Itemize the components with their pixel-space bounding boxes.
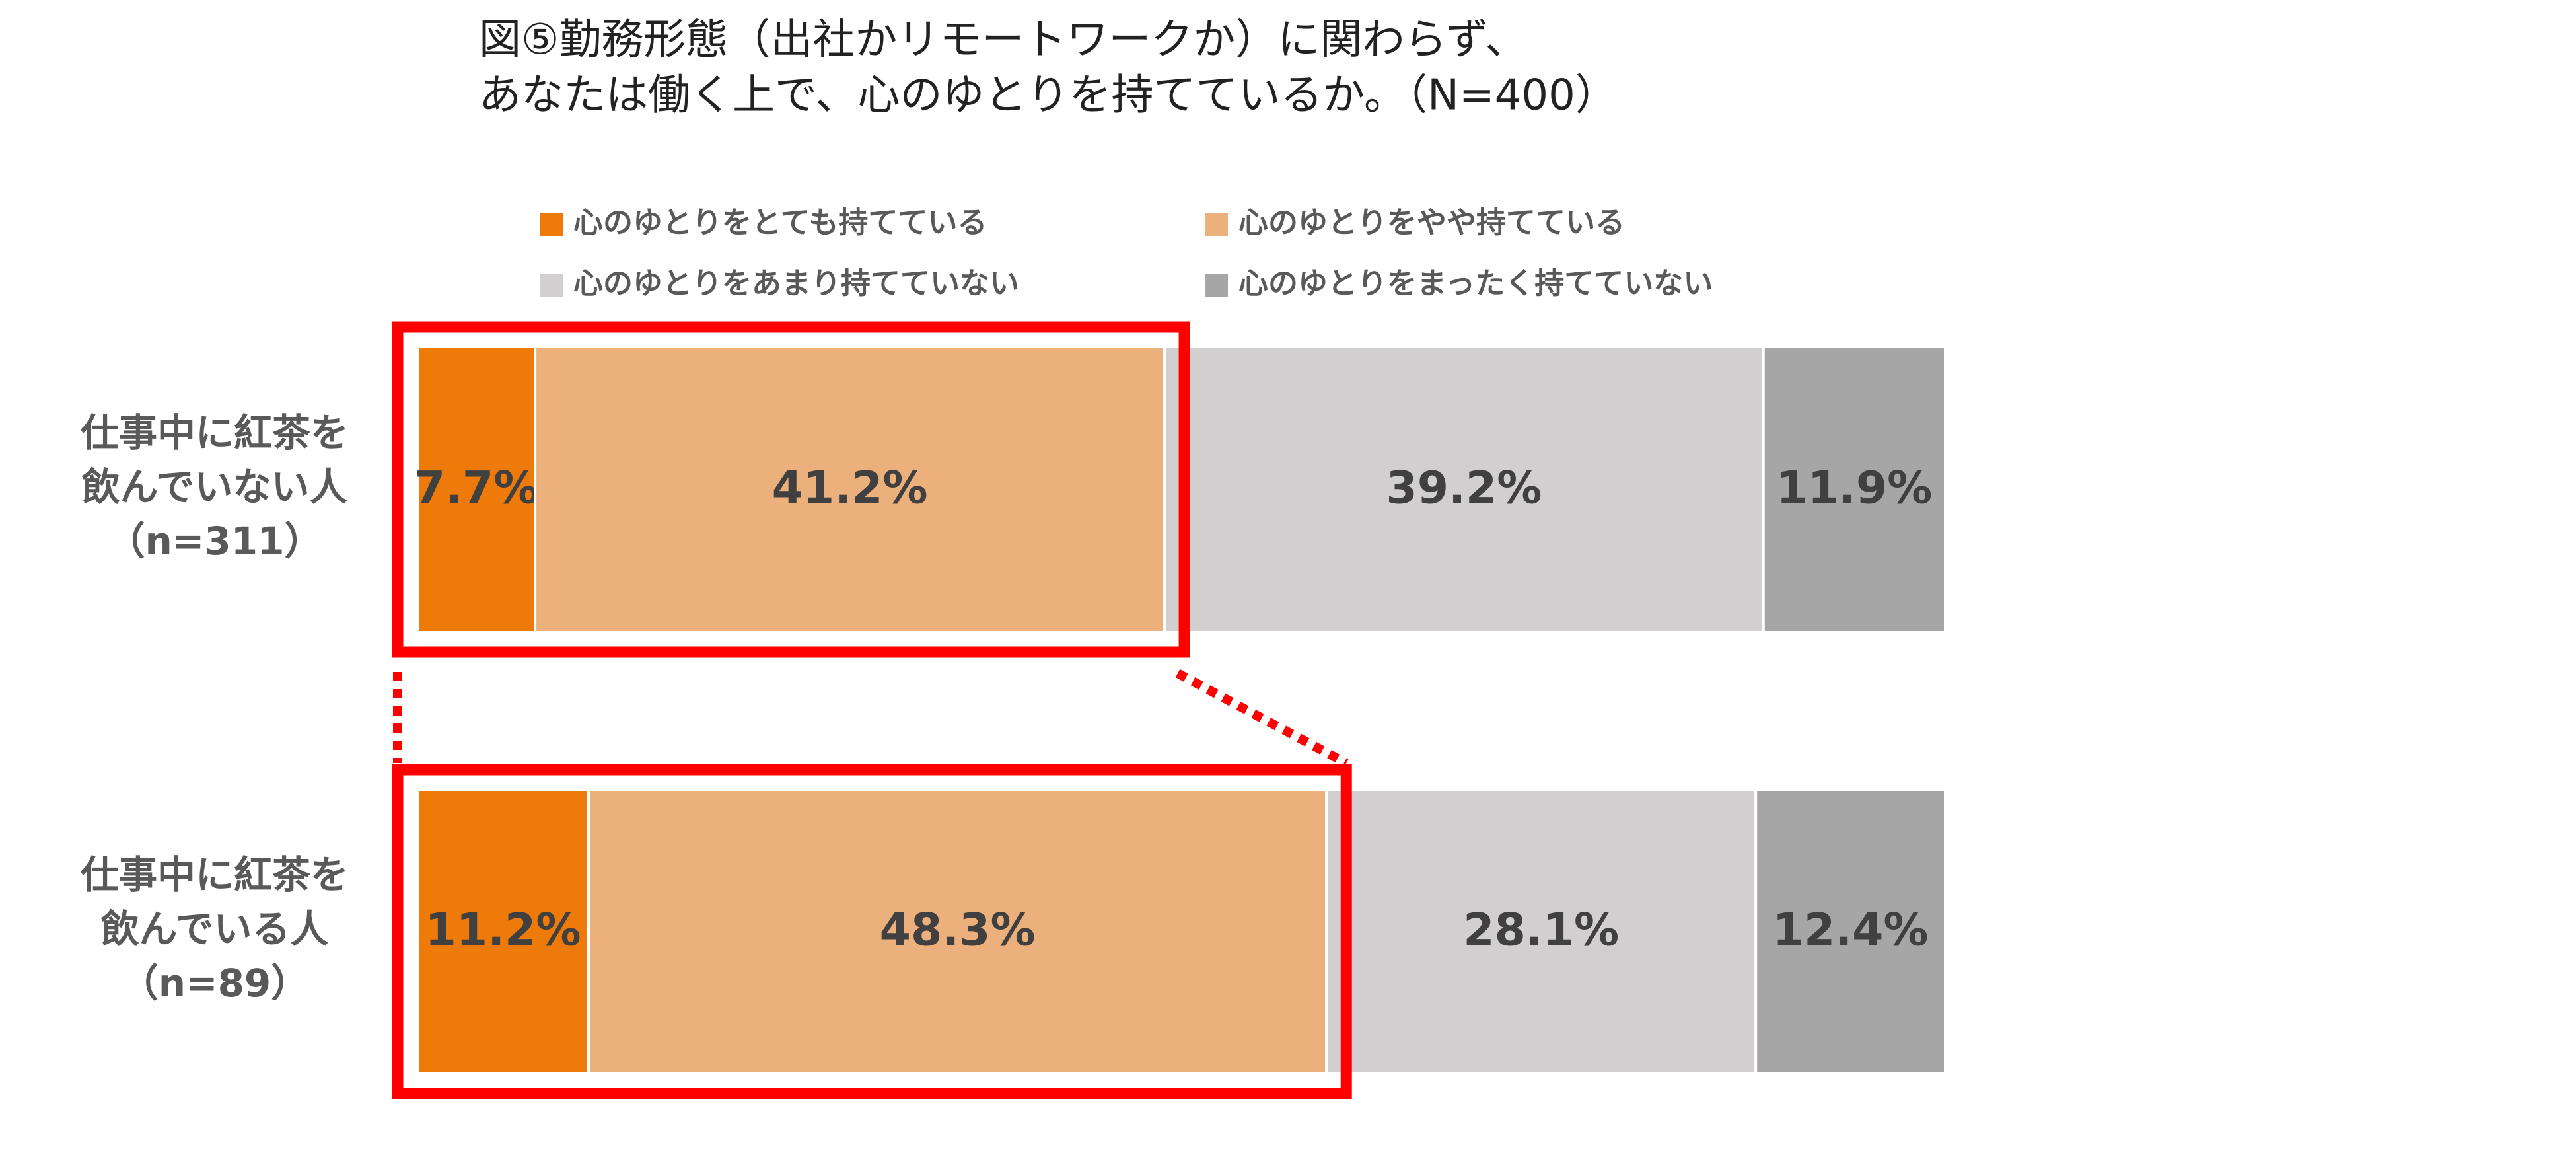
bar-segment bbox=[587, 788, 1328, 1075]
value-label: 48.3% bbox=[880, 905, 1036, 957]
category-label: 飲んでいる人 bbox=[100, 907, 328, 951]
highlight-box bbox=[392, 764, 1352, 1099]
legend-swatch bbox=[1205, 274, 1228, 297]
value-label: 41.2% bbox=[772, 463, 928, 515]
bar-segment bbox=[534, 346, 1166, 634]
bar-segment bbox=[416, 788, 590, 1075]
category-label: 仕事中に紅茶を bbox=[81, 410, 349, 455]
category-label: 仕事中に紅茶を bbox=[81, 852, 349, 897]
value-label: 11.2% bbox=[425, 905, 581, 957]
legend-label: 心のゆとりをとても持てている bbox=[573, 205, 987, 240]
value-label: 11.9% bbox=[1776, 463, 1932, 515]
bar-segment bbox=[1762, 346, 1947, 634]
legend-label: 心のゆとりをあまり持てていない bbox=[573, 266, 1019, 301]
connector bbox=[1175, 669, 1349, 768]
legend-label: 心のゆとりをまったく持てていない bbox=[1238, 266, 1713, 301]
bar-segment bbox=[1754, 788, 1947, 1075]
bar-segment bbox=[1325, 788, 1758, 1075]
category-label: （n=89） bbox=[120, 961, 310, 1006]
value-label: 7.7% bbox=[414, 463, 539, 515]
category-label: 飲んでいない人 bbox=[81, 464, 347, 509]
highlight-box bbox=[392, 321, 1190, 658]
chart-title: 図⑤勤務形態（出社かリモートワークか）に関わらず、 bbox=[479, 16, 1528, 65]
value-label: 39.2% bbox=[1386, 463, 1542, 515]
bar-segment bbox=[416, 346, 537, 634]
category-label: （n=311） bbox=[107, 519, 323, 564]
legend-label: 心のゆとりをやや持てている bbox=[1238, 205, 1625, 240]
chart-title: あなたは働く上で、心のゆとりを持てているか。（N=400） bbox=[479, 71, 1618, 120]
value-label: 28.1% bbox=[1463, 905, 1619, 957]
bar-segment bbox=[1163, 346, 1765, 634]
legend-swatch bbox=[540, 213, 563, 236]
legend-swatch bbox=[540, 274, 563, 297]
value-label: 12.4% bbox=[1773, 905, 1929, 957]
legend-swatch bbox=[1205, 213, 1228, 236]
